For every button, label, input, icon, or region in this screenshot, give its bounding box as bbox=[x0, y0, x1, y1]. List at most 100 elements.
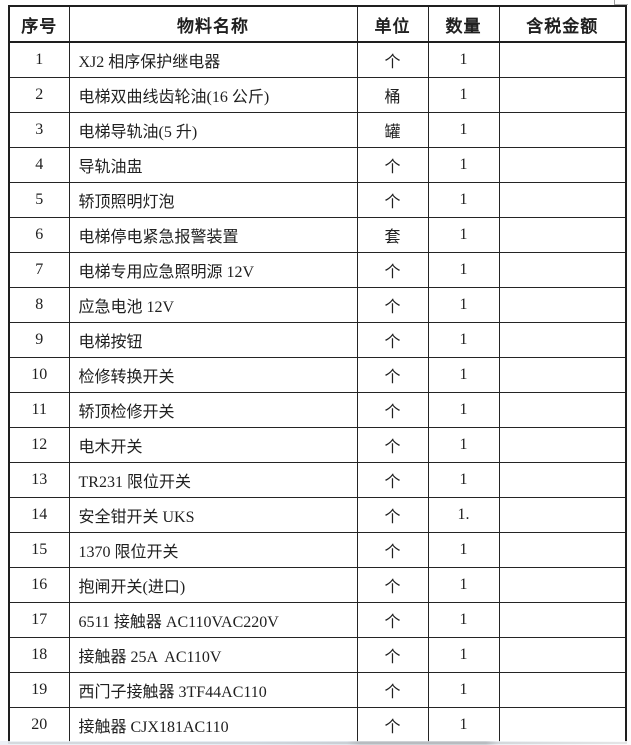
cell-serial: 20 bbox=[8, 707, 70, 744]
cell-serial: 15 bbox=[8, 532, 70, 568]
cell-amount bbox=[498, 357, 627, 393]
table-row: 8 应急电池 12V 个 1 bbox=[8, 287, 627, 323]
cell-amount bbox=[498, 462, 627, 498]
cell-material-name: 电梯按钮 bbox=[68, 322, 358, 358]
cell-amount bbox=[498, 672, 627, 708]
cell-material-name: 轿顶照明灯泡 bbox=[68, 182, 358, 218]
cell-unit: 个 bbox=[356, 602, 429, 638]
cell-material-name: 电梯双曲线齿轮油(16 公斤) bbox=[68, 77, 358, 113]
col-header-amount: 含税金额 bbox=[498, 5, 627, 43]
cell-quantity: 1 bbox=[427, 77, 500, 113]
cell-amount bbox=[498, 532, 627, 568]
table-row: 13 TR231 限位开关 个 1 bbox=[8, 462, 627, 498]
col-header-material: 物料名称 bbox=[68, 5, 358, 43]
col-header-serial: 序号 bbox=[8, 5, 70, 43]
cell-amount bbox=[498, 217, 627, 253]
cell-unit: 桶 bbox=[356, 77, 429, 113]
cell-quantity: 1 bbox=[427, 322, 500, 358]
cell-quantity: 1 bbox=[427, 41, 500, 78]
table-row: 18 接触器 25A AC110V 个 1 bbox=[8, 637, 627, 673]
cell-amount bbox=[498, 707, 627, 744]
cell-amount bbox=[498, 77, 627, 113]
cell-amount bbox=[498, 112, 627, 148]
cell-amount bbox=[498, 567, 627, 603]
cell-serial: 3 bbox=[8, 112, 70, 148]
cell-unit: 个 bbox=[356, 707, 429, 744]
cell-quantity: 1 bbox=[427, 112, 500, 148]
cell-unit: 个 bbox=[356, 252, 429, 288]
cell-amount bbox=[498, 602, 627, 638]
cell-serial: 1 bbox=[8, 41, 70, 78]
cell-serial: 18 bbox=[8, 637, 70, 673]
cell-material-name: 检修转换开关 bbox=[68, 357, 358, 393]
table-row: 1 XJ2 相序保护继电器 个 1 bbox=[8, 41, 627, 78]
table-row: 14 安全钳开关 UKS 个 1. bbox=[8, 497, 627, 533]
cell-quantity: 1 bbox=[427, 392, 500, 428]
cell-amount bbox=[498, 252, 627, 288]
table-row: 11 轿顶检修开关 个 1 bbox=[8, 392, 627, 428]
cell-serial: 14 bbox=[8, 497, 70, 533]
cell-amount bbox=[498, 287, 627, 323]
cell-quantity: 1 bbox=[427, 462, 500, 498]
cell-quantity: 1. bbox=[427, 497, 500, 533]
cell-material-name: 接触器 25A AC110V bbox=[68, 637, 358, 673]
cell-quantity: 1 bbox=[427, 707, 500, 744]
table-row: 9 电梯按钮 个 1 bbox=[8, 322, 627, 358]
cell-serial: 6 bbox=[8, 217, 70, 253]
cell-serial: 11 bbox=[8, 392, 70, 428]
cell-unit: 个 bbox=[356, 532, 429, 568]
cell-unit: 个 bbox=[356, 147, 429, 183]
cell-unit: 个 bbox=[356, 182, 429, 218]
cell-serial: 2 bbox=[8, 77, 70, 113]
cell-amount bbox=[498, 392, 627, 428]
cell-serial: 16 bbox=[8, 567, 70, 603]
cell-serial: 5 bbox=[8, 182, 70, 218]
cell-unit: 个 bbox=[356, 41, 429, 78]
table-row: 15 1370 限位开关 个 1 bbox=[8, 532, 627, 568]
cell-material-name: 电木开关 bbox=[68, 427, 358, 463]
scan-artifact-bottom-edge bbox=[0, 741, 631, 745]
table-row: 7 电梯专用应急照明源 12V 个 1 bbox=[8, 252, 627, 288]
cell-serial: 17 bbox=[8, 602, 70, 638]
cell-quantity: 1 bbox=[427, 252, 500, 288]
table-row: 6 电梯停电紧急报警装置 套 1 bbox=[8, 217, 627, 253]
cell-unit: 个 bbox=[356, 567, 429, 603]
table-row: 12 电木开关 个 1 bbox=[8, 427, 627, 463]
table-row: 17 6511 接触器 AC110VAC220V 个 1 bbox=[8, 602, 627, 638]
cell-quantity: 1 bbox=[427, 532, 500, 568]
cell-quantity: 1 bbox=[427, 602, 500, 638]
cell-material-name: 安全钳开关 UKS bbox=[68, 497, 358, 533]
cell-serial: 7 bbox=[8, 252, 70, 288]
cell-unit: 个 bbox=[356, 287, 429, 323]
cell-material-name: 轿顶检修开关 bbox=[68, 392, 358, 428]
cell-quantity: 1 bbox=[427, 672, 500, 708]
cell-material-name: 电梯停电紧急报警装置 bbox=[68, 217, 358, 253]
cell-material-name: 西门子接触器 3TF44AC110 bbox=[68, 672, 358, 708]
table-row: 3 电梯导轨油(5 升) 罐 1 bbox=[8, 112, 627, 148]
cell-material-name: TR231 限位开关 bbox=[68, 462, 358, 498]
cell-material-name: 电梯导轨油(5 升) bbox=[68, 112, 358, 148]
cell-unit: 个 bbox=[356, 497, 429, 533]
cell-serial: 10 bbox=[8, 357, 70, 393]
cell-unit: 个 bbox=[356, 392, 429, 428]
cell-amount bbox=[498, 147, 627, 183]
cell-amount bbox=[498, 497, 627, 533]
materials-table: 序号 物料名称 单位 数量 含税金额 1 XJ2 相序保护继电器 个 1 2 电… bbox=[8, 5, 627, 744]
table-row: 16 抱闸开关(进口) 个 1 bbox=[8, 567, 627, 603]
cell-serial: 12 bbox=[8, 427, 70, 463]
cell-unit: 个 bbox=[356, 637, 429, 673]
cell-quantity: 1 bbox=[427, 287, 500, 323]
cell-quantity: 1 bbox=[427, 427, 500, 463]
cell-serial: 13 bbox=[8, 462, 70, 498]
table-row: 19 西门子接触器 3TF44AC110 个 1 bbox=[8, 672, 627, 708]
cell-serial: 9 bbox=[8, 322, 70, 358]
table-row: 10 检修转换开关 个 1 bbox=[8, 357, 627, 393]
cell-material-name: 导轨油盅 bbox=[68, 147, 358, 183]
cell-amount bbox=[498, 182, 627, 218]
cell-serial: 4 bbox=[8, 147, 70, 183]
cell-unit: 罐 bbox=[356, 112, 429, 148]
cell-amount bbox=[498, 637, 627, 673]
cell-unit: 个 bbox=[356, 357, 429, 393]
cell-material-name: 1370 限位开关 bbox=[68, 532, 358, 568]
